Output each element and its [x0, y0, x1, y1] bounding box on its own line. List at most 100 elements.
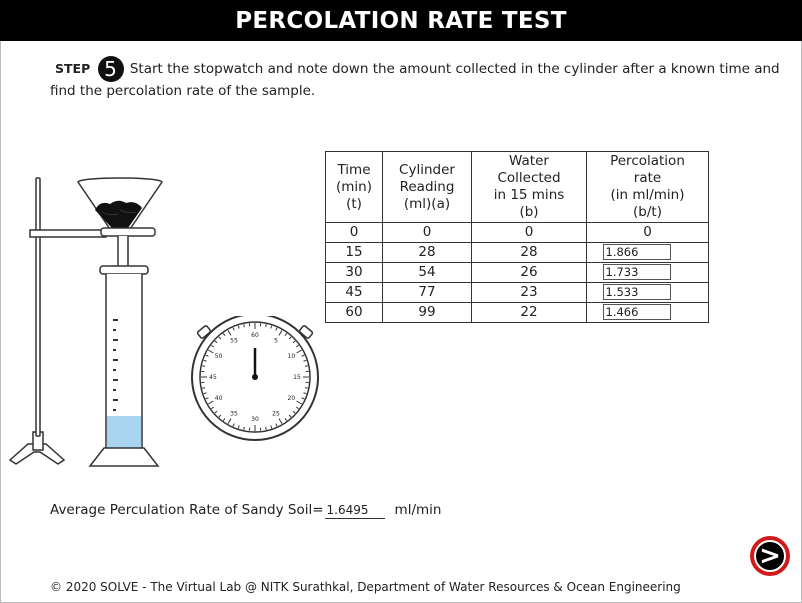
dial-tick [218, 414, 222, 418]
dial-tick [205, 397, 209, 400]
time-cell: 60 [325, 302, 383, 323]
rate-input[interactable]: 1.866 [602, 244, 671, 260]
dial-number: 60 [251, 332, 259, 339]
header-water-collected: Water Collected in 15 mins (b) [471, 151, 587, 223]
cylinder-cell: 0 [382, 222, 472, 243]
dial-tick [275, 327, 278, 331]
step-instruction: STEP 5 Start the stopwatch and note down… [50, 56, 790, 101]
dial-number: 40 [215, 395, 223, 402]
rate-cell: 1.866 [586, 242, 709, 263]
table-row: 60 99 22 1.466 [325, 302, 709, 323]
average-rate-unit: ml/min [394, 502, 442, 518]
step-number-badge: 5 [97, 56, 124, 82]
next-arrow-icon: > [754, 540, 786, 572]
dial-tick [303, 392, 307, 395]
dial-number: 45 [209, 374, 217, 381]
cylinder-cell: 99 [382, 302, 472, 323]
dial-tick [211, 406, 215, 410]
rate-cell: 1.466 [586, 302, 709, 323]
step-label: STEP [55, 61, 91, 76]
rate-input[interactable]: 1.466 [602, 304, 671, 320]
dial-number: 30 [251, 416, 259, 423]
water-cell: 22 [471, 302, 587, 323]
table-row: 45 77 23 1.533 [325, 282, 709, 303]
cylinder-cell: 28 [382, 242, 472, 263]
dial-tick [218, 336, 222, 340]
dial-tick [278, 418, 283, 425]
dial-tick [207, 400, 214, 405]
dial-tick [296, 400, 303, 405]
dial-number: 50 [215, 353, 223, 360]
rate-cell: 1.733 [586, 262, 709, 283]
percolation-table: Time (min) (t) Cylinder Reading (ml)(a) Wate… [325, 151, 709, 323]
cylinder-cell: 54 [382, 262, 472, 283]
rate-input[interactable]: 1.733 [602, 264, 671, 280]
water-cell: 23 [471, 282, 587, 303]
water-cell: 26 [471, 262, 587, 283]
dial-tick [202, 387, 206, 389]
average-rate-label: Average Perculation Rate of Sandy Soil= [50, 502, 324, 518]
dial-number: 15 [293, 374, 301, 381]
dial-tick [227, 329, 232, 336]
dial-tick [288, 414, 292, 418]
dial-tick [232, 327, 235, 331]
header-percolation-rate: Percolation rate (in ml/min) (b/t) [586, 151, 709, 223]
dial-number: 5 [274, 338, 278, 345]
time-cell: 45 [325, 282, 383, 303]
dial-tick [303, 359, 307, 362]
dial-tick [284, 333, 288, 337]
water-cell: 28 [471, 242, 587, 263]
measuring-cylinder [88, 265, 160, 467]
header-time: Time (min) (t) [325, 151, 383, 223]
rate-cell: 0 [586, 222, 709, 243]
rate-input[interactable]: 1.533 [602, 284, 671, 300]
footer-copyright: © 2020 SOLVE - The Virtual Lab @ NITK Su… [50, 580, 681, 594]
dial-tick [222, 333, 226, 337]
percolation-apparatus [8, 177, 163, 467]
dial-tick [284, 417, 288, 421]
dial-tick [265, 426, 267, 430]
page-title: PERCOLATION RATE TEST [0, 0, 802, 41]
dial-tick [237, 425, 240, 429]
dial-tick [288, 336, 292, 340]
dial-tick [214, 410, 218, 414]
dial-tick [243, 426, 245, 430]
table-row: 30 54 26 1.733 [325, 262, 709, 283]
dial-tick [232, 423, 235, 427]
dial-tick [301, 397, 305, 400]
average-rate-input[interactable]: 1.6495 [324, 503, 385, 519]
dial-tick [222, 417, 226, 421]
dial-tick [203, 359, 207, 362]
dial-number: 20 [288, 395, 296, 402]
dial-tick [296, 349, 303, 354]
dial-tick [202, 365, 206, 367]
dial-tick [295, 344, 299, 348]
dial-tick [295, 406, 299, 410]
dial-tick [292, 340, 296, 344]
step-instruction-text: Start the stopwatch and note down the am… [50, 61, 780, 99]
stopwatch: 60 5 10 15 20 25 30 35 40 45 50 55 [191, 316, 319, 441]
retort-stand [8, 177, 107, 465]
dial-tick [270, 425, 273, 429]
rate-cell: 1.533 [586, 282, 709, 303]
next-button[interactable]: > [750, 536, 790, 576]
time-cell: 30 [325, 262, 383, 283]
dial-tick [292, 410, 296, 414]
table-header-row: Time (min) (t) Cylinder Reading (ml)(a) Wate… [325, 151, 709, 223]
dial-tick [243, 324, 245, 328]
dial-tick [203, 392, 207, 395]
dial-tick [205, 354, 209, 357]
average-rate: Average Perculation Rate of Sandy Soil= 1… [50, 502, 441, 519]
dial-tick [301, 354, 305, 357]
time-cell: 15 [325, 242, 383, 263]
dial-tick [275, 423, 278, 427]
dial-tick [304, 387, 308, 389]
dial-number: 25 [272, 410, 280, 417]
dial-tick [304, 365, 308, 367]
cylinder-cell: 77 [382, 282, 472, 303]
dial-tick [270, 325, 273, 329]
dial-tick [214, 340, 218, 344]
dial-tick [278, 329, 283, 336]
dial-tick [227, 418, 232, 425]
page-title-text: PERCOLATION RATE TEST [235, 7, 567, 34]
